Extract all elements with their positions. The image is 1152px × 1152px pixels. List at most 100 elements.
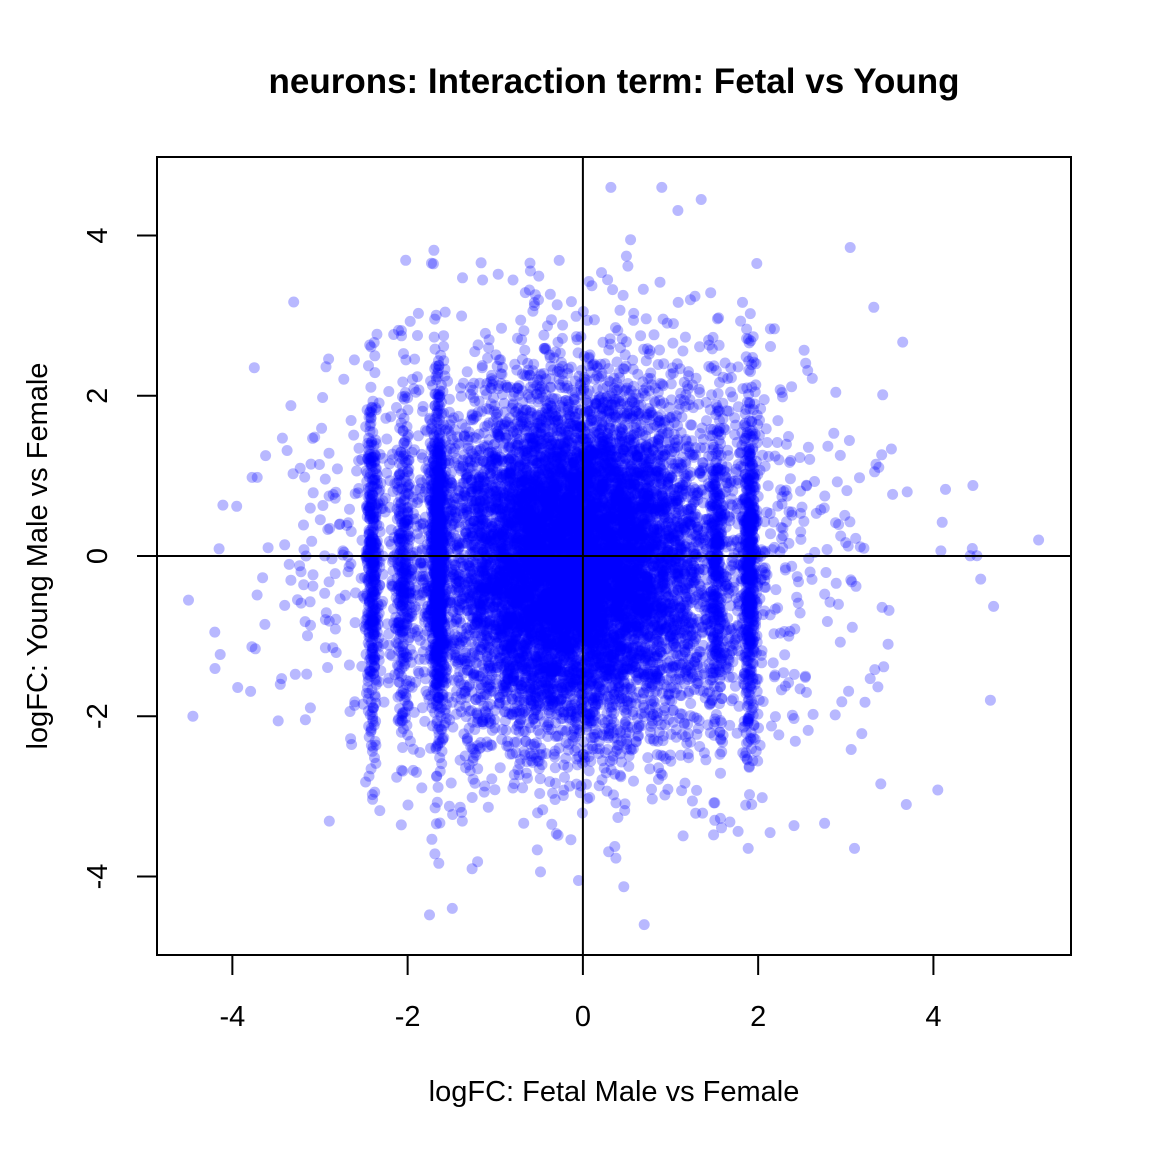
data-point [559, 514, 571, 526]
data-point [587, 672, 599, 684]
data-point [610, 646, 622, 658]
data-point [622, 260, 634, 272]
data-point [632, 451, 644, 463]
data-point [864, 673, 876, 685]
data-point [636, 523, 648, 535]
data-point [635, 545, 647, 557]
data-point [492, 428, 504, 440]
data-point [620, 612, 632, 624]
data-point [492, 489, 504, 501]
data-point [491, 637, 503, 649]
data-point [319, 587, 331, 599]
data-point [299, 714, 311, 726]
data-point [621, 591, 633, 603]
data-point [478, 427, 490, 439]
data-point [636, 649, 648, 661]
data-point [279, 539, 291, 551]
data-point [582, 360, 594, 372]
data-point [829, 709, 841, 721]
data-point [819, 817, 831, 829]
data-point [667, 564, 679, 575]
data-point [610, 745, 622, 757]
data-point [482, 352, 494, 364]
data-point [552, 481, 564, 493]
data-point [549, 456, 561, 468]
data-point [349, 488, 361, 500]
data-point [569, 521, 581, 533]
data-point [657, 606, 669, 618]
data-point [794, 683, 806, 695]
data-point [722, 450, 734, 462]
data-point [545, 634, 557, 645]
data-point [400, 514, 412, 526]
data-point [481, 378, 493, 389]
data-point [508, 538, 520, 550]
data-point [555, 453, 566, 465]
data-point [419, 715, 431, 727]
data-point [323, 576, 335, 588]
data-point [659, 511, 671, 523]
data-point [429, 612, 441, 624]
data-point [843, 685, 855, 697]
data-point [272, 715, 284, 727]
data-point [508, 510, 520, 522]
data-point [404, 534, 416, 546]
data-point [683, 505, 695, 517]
data-point [582, 555, 594, 566]
data-point [707, 423, 719, 435]
data-point [713, 623, 725, 635]
data-point [748, 404, 759, 416]
data-point [416, 782, 428, 794]
data-point [647, 503, 659, 515]
data-point [408, 508, 419, 519]
data-point [428, 244, 440, 256]
data-point [521, 510, 533, 522]
data-point [975, 573, 987, 585]
data-point [715, 642, 726, 653]
data-point [627, 605, 638, 617]
data-point [651, 503, 663, 515]
data-point [488, 551, 499, 563]
data-point [366, 789, 378, 801]
data-point [519, 475, 530, 486]
data-point [594, 501, 606, 513]
data-point [606, 486, 618, 498]
data-point [436, 458, 448, 470]
data-point [319, 642, 331, 654]
data-point [552, 663, 564, 674]
data-point [522, 584, 534, 596]
data-point [625, 482, 637, 494]
data-point [739, 592, 750, 604]
data-point [627, 626, 639, 637]
data-point [659, 719, 671, 731]
data-point [794, 607, 806, 619]
data-point [612, 585, 624, 597]
data-point [821, 616, 833, 627]
data-point [594, 449, 606, 461]
data-point [374, 805, 386, 817]
data-point [532, 709, 544, 721]
data-point [540, 618, 552, 630]
data-point [550, 533, 562, 545]
data-point [364, 454, 376, 466]
data-point [628, 633, 640, 645]
data-point [491, 563, 503, 575]
data-point [988, 600, 1000, 612]
data-point [690, 807, 702, 819]
data-point [599, 534, 610, 546]
data-point [610, 852, 622, 864]
data-point [618, 478, 630, 490]
data-point [496, 419, 507, 431]
data-point [521, 523, 533, 535]
data-point [438, 330, 450, 342]
data-point [552, 829, 564, 841]
data-point [363, 449, 375, 460]
data-point [432, 526, 444, 538]
data-point [602, 530, 614, 542]
data-point [537, 613, 549, 625]
data-point [588, 512, 600, 524]
data-point [534, 773, 546, 785]
data-point [537, 543, 549, 555]
data-point [570, 603, 582, 615]
data-point [532, 535, 544, 547]
